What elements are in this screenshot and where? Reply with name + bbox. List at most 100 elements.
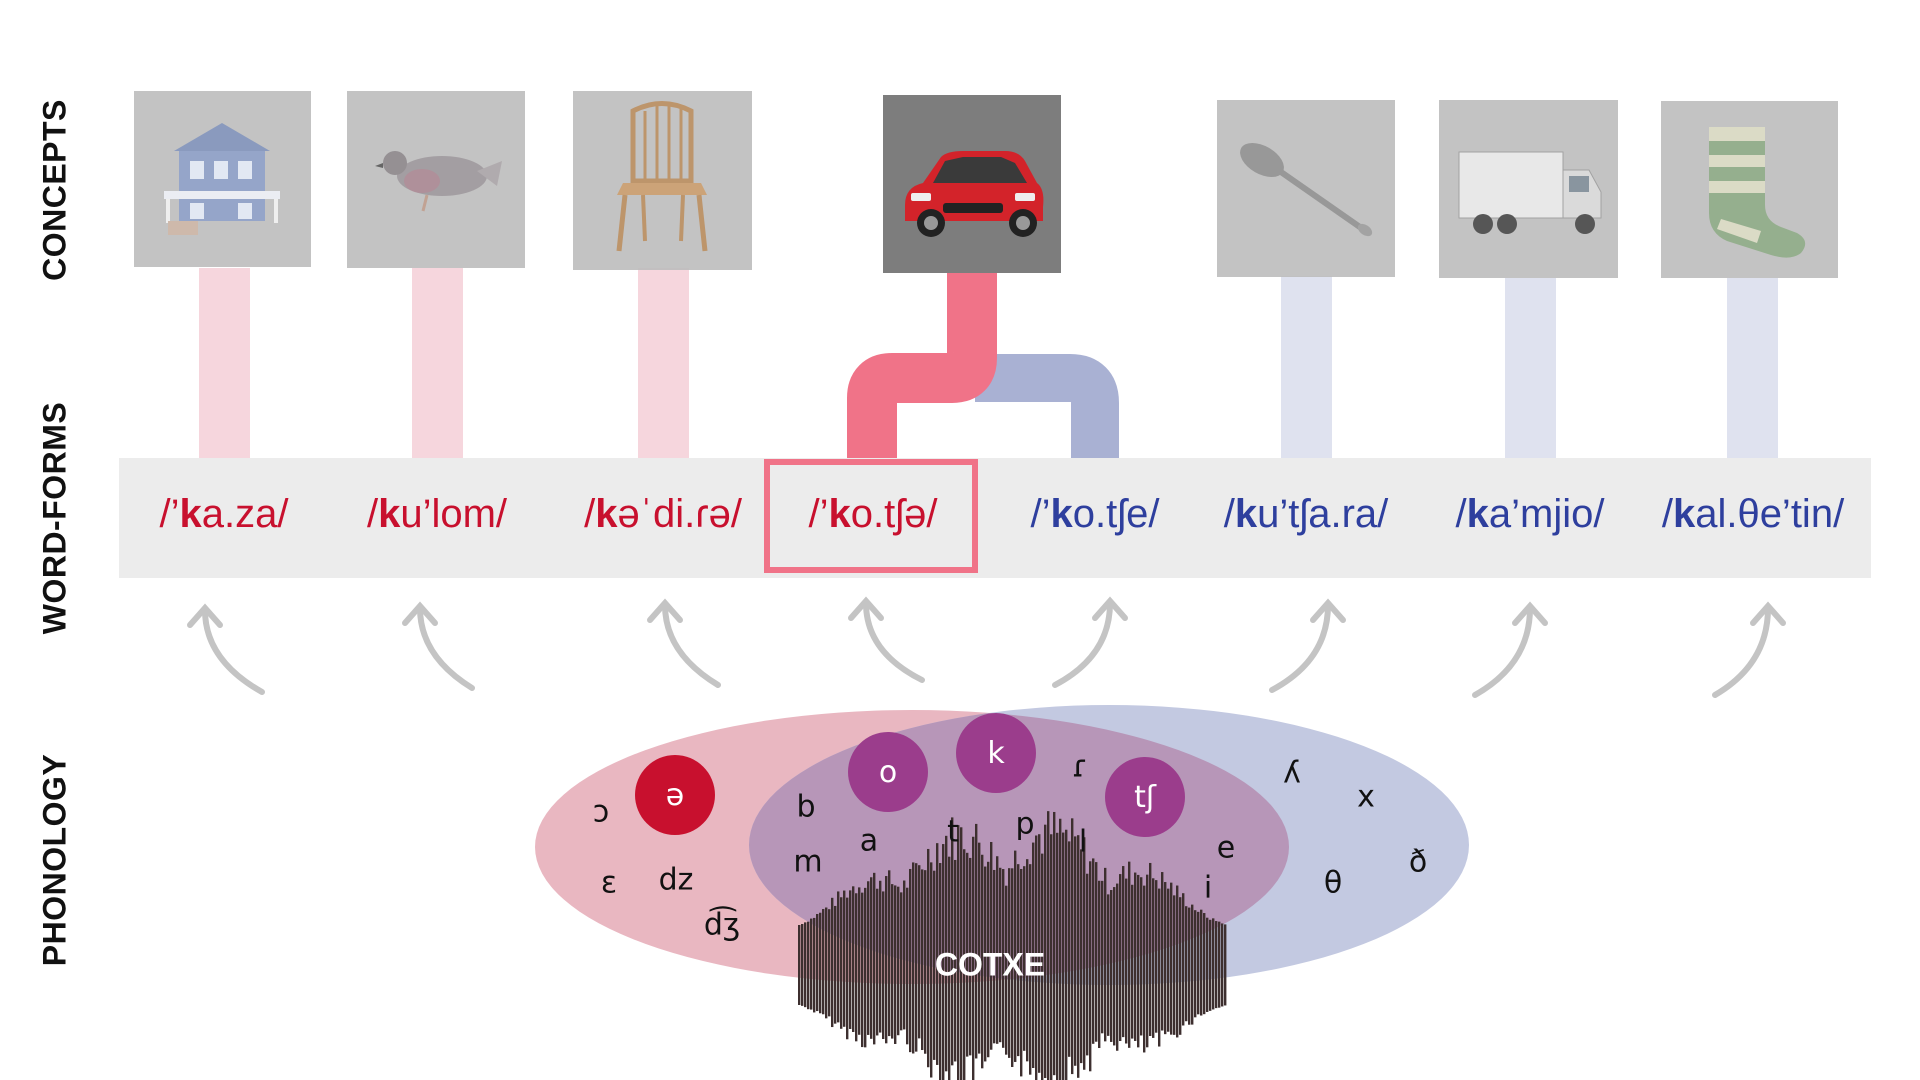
waveform-sample	[945, 835, 948, 1072]
phoneme-circle-schwa: ə	[635, 755, 715, 835]
phoneme: ð	[1408, 844, 1428, 880]
waveform-sample	[942, 844, 945, 1080]
truck-icon	[1439, 100, 1618, 278]
phoneme: l	[1078, 824, 1088, 860]
waveform-sample	[873, 872, 876, 1045]
arrow-7	[1472, 605, 1533, 698]
connector-spoon	[1281, 276, 1332, 460]
waveform-sample	[879, 880, 882, 1033]
waveform-sample	[1038, 834, 1041, 1073]
waveform-sample	[882, 891, 885, 1040]
waveform-sample	[1182, 893, 1185, 1026]
waveform-sample	[822, 909, 825, 1015]
waveform-sample	[1092, 858, 1095, 1044]
waveform-sample	[903, 880, 906, 1030]
waveform-sample	[912, 862, 915, 1054]
phoneme: i	[1203, 870, 1213, 906]
phoneme: p	[1015, 806, 1035, 842]
waveform-sample	[888, 870, 891, 1037]
waveform-sample	[1026, 859, 1029, 1062]
waveform-sample	[972, 836, 975, 1080]
waveform-sample	[1110, 890, 1113, 1042]
phoneme: d͡ʒ	[703, 907, 741, 943]
waveform-sample	[1215, 921, 1218, 1009]
waveform-sample	[954, 859, 957, 1062]
waveform-sample	[987, 861, 990, 1058]
waveform-sample	[1173, 895, 1176, 1035]
waveform-sample	[843, 890, 846, 1027]
waveform-sample	[1179, 897, 1182, 1035]
waveform-sample	[957, 825, 960, 1080]
waveform-sample	[1176, 885, 1179, 1038]
waveform-sample	[1086, 873, 1089, 1056]
waveform-sample	[804, 922, 807, 1008]
waveform-sample	[906, 887, 909, 1045]
phoneme-circle-k: k	[956, 713, 1036, 793]
waveform-sample	[909, 868, 912, 1053]
concept-car	[883, 95, 1061, 273]
waveform-sample	[1149, 862, 1152, 1037]
phoneme: x	[1357, 779, 1375, 815]
waveform-sample	[828, 909, 831, 1017]
phoneme: ɛ	[600, 865, 618, 901]
waveform-sample	[876, 888, 879, 1036]
waveform-sample	[1185, 906, 1188, 1022]
phoneme: ɔ	[592, 794, 610, 830]
waveform-sample	[825, 907, 828, 1019]
waveform-sample	[1212, 918, 1215, 1010]
arrow-6	[1269, 602, 1331, 693]
waveform-sample	[1023, 866, 1026, 1051]
sock-icon	[1661, 101, 1838, 278]
waveform-sample	[927, 848, 930, 1068]
waveform-sample	[1095, 862, 1098, 1042]
waveform-sample	[936, 843, 939, 1065]
waveform-sample	[897, 886, 900, 1036]
waveform-sample	[918, 865, 921, 1039]
waveform-sample	[1014, 850, 1017, 1062]
waveform-sample	[1089, 861, 1092, 1072]
waveform-sample	[1017, 864, 1020, 1057]
wordform-coche: /’ko.tʃe/	[1030, 492, 1160, 536]
waveform-sample	[939, 863, 942, 1080]
connector-house	[199, 268, 250, 460]
waveform-sample	[1065, 829, 1068, 1080]
waveform-sample	[864, 887, 867, 1048]
waveform-sample	[855, 893, 858, 1042]
waveform-sample	[885, 876, 888, 1044]
waveform-sample	[1047, 811, 1050, 1080]
waveform-sample	[999, 867, 1002, 1043]
waveform-sample	[1020, 868, 1023, 1077]
arrow-1	[202, 607, 265, 695]
waveform-sample	[963, 849, 966, 1080]
waveform-sample	[1008, 868, 1011, 1058]
wordform-calcetin: /kal.θe’tin/	[1661, 492, 1845, 536]
concept-truck	[1439, 100, 1618, 278]
waveform-sample	[996, 856, 999, 1044]
pigeon-icon	[347, 91, 525, 268]
waveform-sample	[1002, 869, 1005, 1048]
waveform-sample	[1200, 909, 1203, 1016]
waveform-sample	[1143, 885, 1146, 1053]
waveform-sample	[831, 897, 834, 1028]
connector-sock	[1727, 278, 1778, 460]
arrow-2	[417, 605, 475, 691]
waveform-sample	[990, 841, 993, 1050]
waveform-sample	[1104, 867, 1107, 1042]
waveform-sample	[978, 842, 981, 1054]
waveform-sample	[1098, 880, 1101, 1049]
waveform-sample	[1137, 874, 1140, 1048]
waveform-sample	[1140, 877, 1143, 1036]
waveform-sample	[1134, 872, 1137, 1041]
waveform-sample	[840, 897, 843, 1029]
waveform-sample	[951, 817, 954, 1066]
concept-house	[134, 91, 311, 267]
waveform-sample	[1101, 880, 1104, 1034]
house-icon	[134, 91, 311, 267]
concept-sock	[1661, 101, 1838, 278]
waveform-sample	[933, 870, 936, 1060]
waveform-sample	[891, 884, 894, 1039]
waveform-sample	[834, 905, 837, 1024]
wordforms-band	[119, 458, 1871, 578]
concept-spoon	[1217, 100, 1395, 277]
waveform-sample	[837, 891, 840, 1023]
